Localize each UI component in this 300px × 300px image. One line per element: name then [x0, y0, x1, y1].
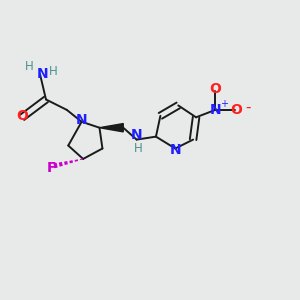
Text: N: N — [76, 113, 88, 127]
Text: -: - — [245, 99, 251, 114]
Text: N: N — [210, 103, 221, 117]
Text: H: H — [49, 65, 58, 78]
Text: +: + — [220, 99, 228, 109]
Text: O: O — [230, 103, 242, 117]
Text: O: O — [16, 109, 28, 123]
Text: N: N — [37, 67, 49, 81]
Text: N: N — [131, 128, 142, 142]
Text: H: H — [134, 142, 142, 155]
Text: N: N — [169, 143, 181, 157]
Text: F: F — [47, 161, 57, 175]
Polygon shape — [100, 124, 123, 132]
Text: H: H — [25, 60, 34, 73]
Text: O: O — [209, 82, 221, 96]
